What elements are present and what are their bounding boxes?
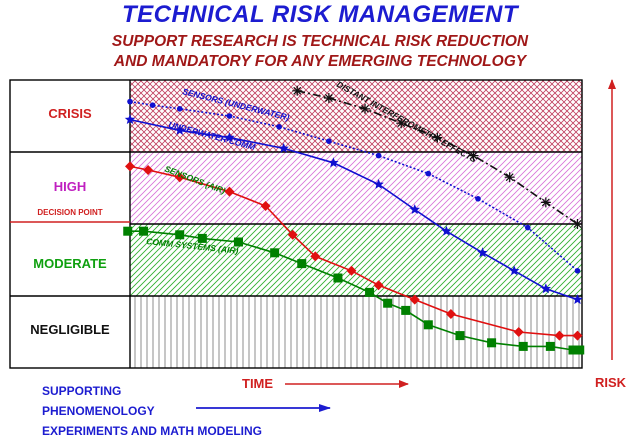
data-point-sensors-underwater-6 [375,152,382,159]
data-point-underwater-comm-0 [124,114,136,125]
data-point-comm-systems-air-6 [297,259,307,269]
subtitle-line-2: AND MANDATORY FOR ANY EMERGING TECHNOLOG… [113,53,527,70]
y-axis-label: RISK [595,375,627,390]
data-point-distant-interferometry-effects-8 [572,219,583,229]
data-point-sensors-air-9 [409,294,420,305]
data-point-underwater-comm-10 [540,283,552,294]
band-crisis [130,80,582,152]
footer-line-3: EXPERIMENTS AND MATH MODELING [42,424,263,438]
footer-line-1: SUPPORTING [42,384,122,398]
data-point-underwater-comm-8 [477,247,488,258]
data-point-underwater-comm-4 [328,157,339,168]
data-point-distant-interferometry-effects-7 [540,197,551,208]
page-title: TECHNICAL RISK MANAGEMENT [121,1,519,28]
data-point-sensors-underwater-0 [127,98,133,105]
subtitle-line-1: SUPPORT RESEARCH IS TECHNICAL RISK REDUC… [111,33,529,50]
data-point-underwater-comm-2 [224,132,235,143]
data-point-sensors-underwater-5 [326,138,332,144]
data-point-comm-systems-air-15 [545,341,555,351]
x-axis-label: TIME [242,376,274,391]
data-point-underwater-comm-1 [174,124,185,135]
data-point-distant-interferometry-effects-4 [432,132,443,143]
level-moderate: MODERATE [33,256,107,271]
data-point-comm-systems-air-9 [383,298,393,308]
data-point-distant-interferometry-effects-6 [504,172,515,183]
data-point-distant-interferometry-effects-2 [360,103,371,114]
series-line-underwater-comm [129,118,578,301]
data-point-comm-systems-air-2 [175,230,185,240]
data-point-underwater-comm-9 [508,265,520,276]
data-point-sensors-underwater-7 [425,170,432,177]
data-point-comm-systems-air-8 [365,287,375,297]
data-point-distant-interferometry-effects-3 [396,118,407,129]
data-point-sensors-air-12 [554,330,565,341]
footer-line-2: PHENOMENOLOGY [42,404,155,418]
data-point-comm-systems-air-14 [518,341,528,351]
data-point-distant-interferometry-effects-0 [292,85,303,96]
data-point-sensors-air-5 [287,229,298,240]
data-point-comm-systems-air-16 [568,345,578,355]
data-point-distant-interferometry-effects-5 [468,150,479,161]
data-point-comm-systems-air-4 [233,237,243,247]
data-point-sensors-underwater-10 [574,268,581,274]
band-moderate [130,224,582,296]
data-point-sensors-underwater-2 [176,106,183,112]
data-point-sensors-air-0 [125,161,135,172]
level-high: HIGH [53,179,87,194]
data-point-comm-systems-air-3 [197,233,207,243]
data-point-sensors-air-7 [346,265,357,276]
data-point-sensors-air-6 [310,251,321,262]
series-line-sensors-underwater [129,100,579,272]
level-negligible: NEGLIGIBLE [30,322,110,337]
data-point-comm-systems-air-12 [455,331,465,341]
data-point-sensors-air-2 [174,172,185,183]
data-point-sensors-air-11 [513,327,524,337]
data-point-sensors-air-1 [143,165,154,175]
data-point-comm-systems-air-0 [123,226,133,236]
data-point-comm-systems-air-10 [401,305,411,315]
decision-point-label: DECISION POINT [37,208,103,217]
data-point-underwater-comm-11 [572,294,583,305]
band-negligible [130,296,582,368]
data-point-comm-systems-air-1 [139,226,149,236]
data-point-sensors-air-13 [572,330,583,341]
data-point-comm-systems-air-5 [270,248,280,258]
data-point-sensors-underwater-8 [475,196,481,202]
series-line-sensors-air [129,165,578,337]
data-point-sensors-air-10 [445,309,456,319]
data-point-underwater-comm-3 [278,142,289,153]
data-point-sensors-underwater-3 [226,113,233,119]
data-point-sensors-underwater-4 [276,124,282,130]
data-point-sensors-air-3 [224,186,235,197]
data-point-sensors-underwater-9 [524,224,531,231]
data-point-distant-interferometry-effects-1 [323,93,334,103]
data-point-comm-systems-air-17 [575,345,585,355]
band-high [130,152,582,224]
data-point-sensors-air-8 [373,280,384,291]
data-point-underwater-comm-6 [409,204,420,215]
data-point-underwater-comm-5 [373,178,384,189]
data-point-underwater-comm-7 [441,225,452,236]
data-point-comm-systems-air-11 [423,320,433,330]
data-point-sensors-underwater-1 [149,102,156,108]
data-point-comm-systems-air-7 [333,273,343,283]
level-crisis: CRISIS [48,106,92,121]
data-point-sensors-air-4 [260,201,271,211]
data-point-comm-systems-air-13 [487,338,497,348]
